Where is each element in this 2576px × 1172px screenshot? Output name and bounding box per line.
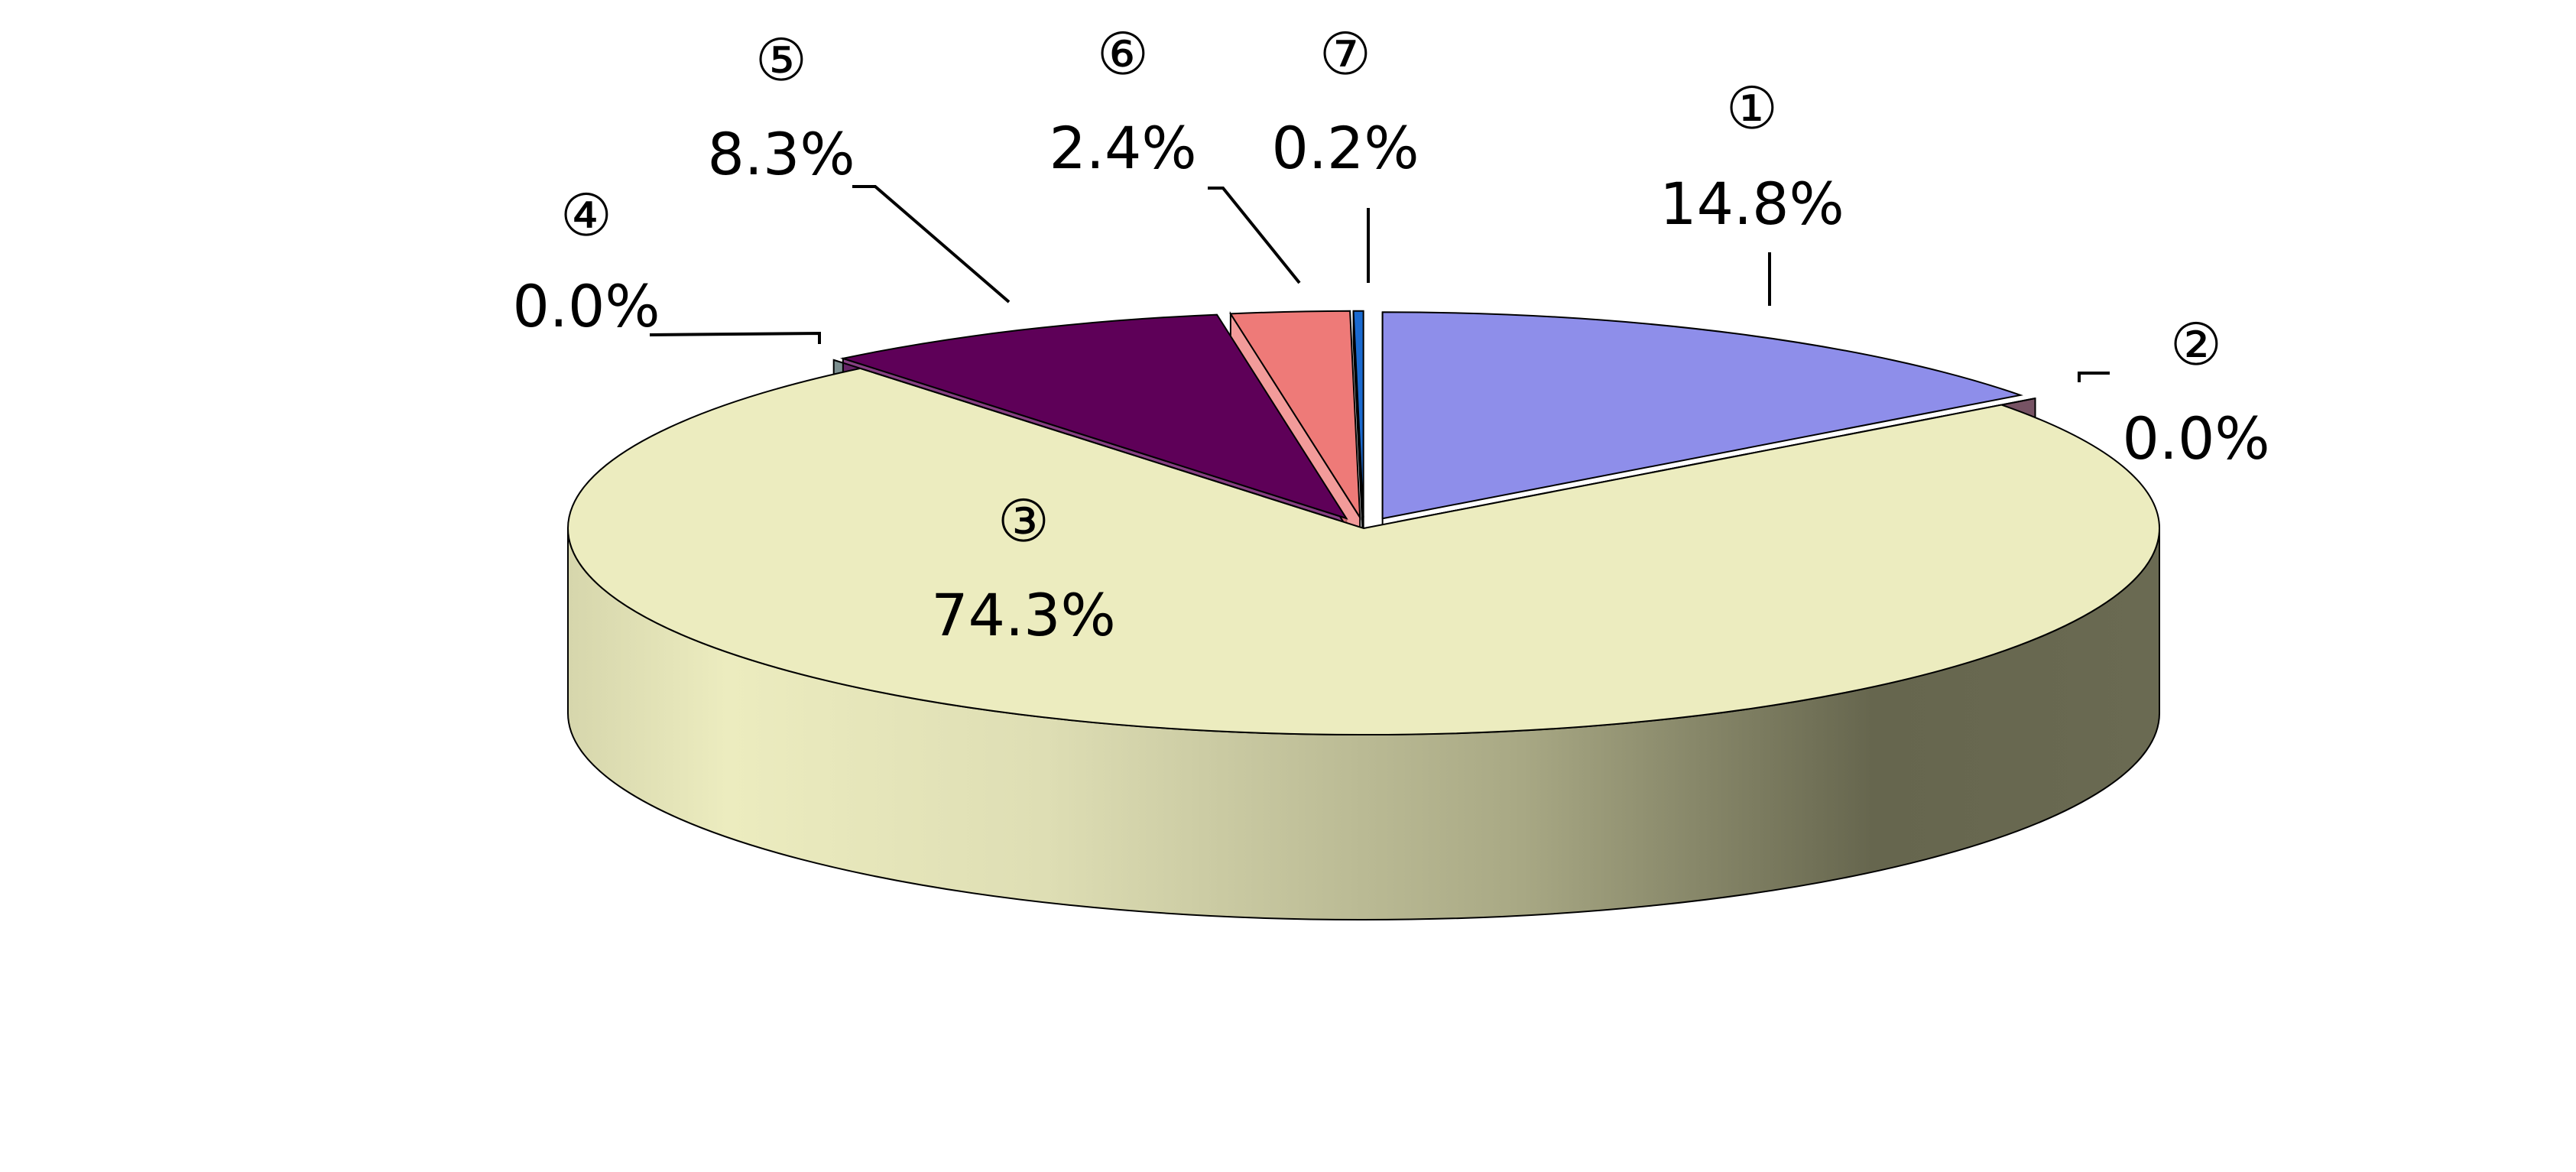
value-label: 2.4% — [1049, 114, 1196, 182]
category-label: ⑥ — [1097, 20, 1149, 88]
slice — [839, 313, 1348, 520]
slice — [567, 367, 2160, 735]
value-label: 0.0% — [512, 272, 660, 340]
slice — [1352, 310, 1364, 518]
category-label: ② — [2170, 310, 2222, 378]
value-label: 8.3% — [707, 120, 855, 188]
leader-line — [2078, 372, 2110, 382]
leader-line — [649, 331, 821, 344]
category-label: ⑤ — [755, 26, 807, 94]
leader-line — [1208, 187, 1301, 284]
category-label: ⑦ — [1319, 20, 1371, 88]
category-label: ④ — [560, 181, 612, 249]
category-label: ③ — [998, 487, 1050, 555]
slice — [1381, 311, 2023, 520]
value-label: 0.2% — [1271, 114, 1419, 182]
slice — [1229, 310, 1361, 521]
category-label: ① — [1726, 74, 1778, 142]
value-label: 0.0% — [2122, 404, 2269, 472]
leader-line — [852, 185, 1011, 304]
value-label: 14.8% — [1659, 170, 1844, 238]
value-label: 74.3% — [931, 581, 1115, 649]
